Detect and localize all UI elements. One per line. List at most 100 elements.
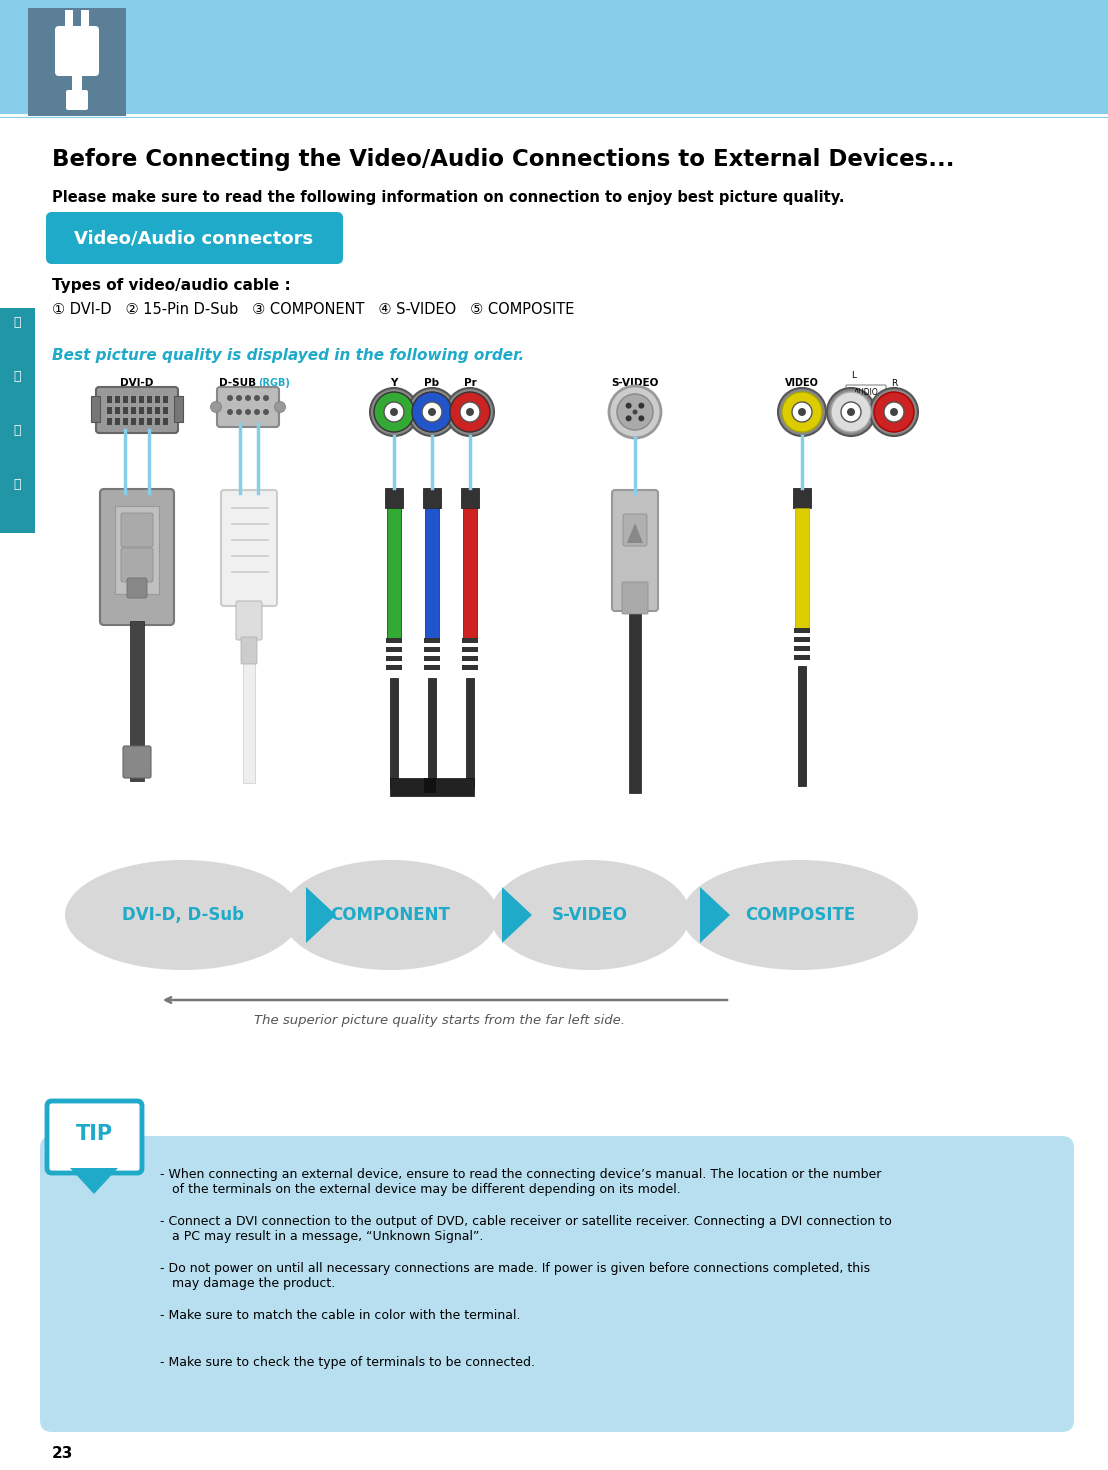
FancyBboxPatch shape <box>96 387 178 434</box>
Circle shape <box>412 392 452 432</box>
Bar <box>386 664 402 670</box>
Bar <box>428 678 437 788</box>
Circle shape <box>227 395 233 401</box>
Text: - Make sure to match the cable in color with the terminal.: - Make sure to match the cable in color … <box>160 1308 521 1322</box>
Text: 하: 하 <box>13 423 21 437</box>
Bar <box>796 509 809 628</box>
Text: Pr: Pr <box>463 378 476 388</box>
Circle shape <box>375 392 414 432</box>
FancyBboxPatch shape <box>40 1136 1074 1432</box>
Bar <box>115 506 160 594</box>
Bar <box>155 417 160 425</box>
Bar <box>130 620 144 781</box>
Circle shape <box>460 401 480 422</box>
Bar <box>28 7 126 116</box>
Circle shape <box>466 409 474 416</box>
Text: - When connecting an external device, ensure to read the connecting device’s man: - When connecting an external device, en… <box>160 1169 881 1180</box>
Text: 기: 기 <box>13 478 21 491</box>
Ellipse shape <box>65 860 301 970</box>
Bar <box>123 417 129 425</box>
Bar <box>107 395 112 403</box>
Polygon shape <box>502 886 532 942</box>
Circle shape <box>778 388 825 437</box>
Text: AUDIO: AUDIO <box>853 388 879 397</box>
Bar <box>163 417 168 425</box>
FancyBboxPatch shape <box>220 490 277 606</box>
Circle shape <box>626 403 632 409</box>
Text: Please make sure to read the following information on connection to enjoy best p: Please make sure to read the following i… <box>52 190 844 204</box>
FancyBboxPatch shape <box>236 601 261 639</box>
Circle shape <box>633 410 637 415</box>
Polygon shape <box>70 1169 117 1194</box>
FancyBboxPatch shape <box>847 385 886 398</box>
Bar <box>115 407 120 415</box>
Circle shape <box>211 401 222 413</box>
Bar <box>163 407 168 415</box>
Bar <box>423 488 441 509</box>
Circle shape <box>638 416 645 422</box>
Text: - Do not power on until all necessary connections are made. If power is given be: - Do not power on until all necessary co… <box>160 1263 870 1274</box>
Bar <box>390 778 474 795</box>
Bar <box>163 395 168 403</box>
Bar <box>138 395 144 403</box>
Bar <box>155 407 160 415</box>
Circle shape <box>638 403 645 409</box>
Bar <box>0 309 35 534</box>
Bar <box>138 417 144 425</box>
Bar <box>147 395 152 403</box>
Text: 23: 23 <box>52 1445 73 1461</box>
Bar <box>155 395 160 403</box>
Text: - Connect a DVI connection to the output of DVD, cable receiver or satellite rec: - Connect a DVI connection to the output… <box>160 1216 892 1227</box>
Bar <box>72 72 82 94</box>
Circle shape <box>390 409 398 416</box>
Circle shape <box>626 416 632 422</box>
Bar <box>147 417 152 425</box>
FancyBboxPatch shape <box>100 490 174 625</box>
FancyBboxPatch shape <box>121 548 153 582</box>
Bar <box>798 666 806 786</box>
Circle shape <box>841 401 861 422</box>
Text: L: L <box>851 370 856 381</box>
Text: COMPONENT: COMPONENT <box>330 906 450 925</box>
Bar <box>384 488 403 509</box>
Circle shape <box>890 409 897 416</box>
FancyBboxPatch shape <box>622 582 648 614</box>
Text: S-VIDEO: S-VIDEO <box>612 378 658 388</box>
Circle shape <box>792 401 812 422</box>
FancyBboxPatch shape <box>127 578 147 598</box>
Polygon shape <box>700 886 730 942</box>
Circle shape <box>263 409 269 415</box>
Circle shape <box>428 409 437 416</box>
Bar <box>424 656 440 662</box>
Circle shape <box>408 388 456 437</box>
Bar <box>386 638 402 642</box>
Circle shape <box>236 395 242 401</box>
Circle shape <box>798 409 806 416</box>
Bar <box>131 395 136 403</box>
Text: Best picture quality is displayed in the following order.: Best picture quality is displayed in the… <box>52 348 524 363</box>
Text: Pb: Pb <box>424 378 440 388</box>
Bar <box>466 678 474 788</box>
Bar <box>107 407 112 415</box>
FancyBboxPatch shape <box>242 637 257 664</box>
Circle shape <box>831 392 871 432</box>
Bar <box>386 656 402 662</box>
FancyBboxPatch shape <box>217 387 279 426</box>
Text: may damage the product.: may damage the product. <box>172 1277 336 1291</box>
Text: a PC may result in a message, “Unknown Signal”.: a PC may result in a message, “Unknown S… <box>172 1230 483 1244</box>
Bar <box>629 613 642 792</box>
Circle shape <box>874 392 914 432</box>
Circle shape <box>254 409 260 415</box>
Ellipse shape <box>683 860 919 970</box>
Bar <box>462 664 478 670</box>
Bar <box>794 656 810 660</box>
Text: TIP: TIP <box>75 1125 113 1144</box>
Ellipse shape <box>490 860 690 970</box>
Text: Types of video/audio cable :: Types of video/audio cable : <box>52 278 290 293</box>
Circle shape <box>422 401 442 422</box>
Circle shape <box>245 395 252 401</box>
Bar <box>147 407 152 415</box>
Bar <box>424 664 440 670</box>
FancyBboxPatch shape <box>612 490 658 612</box>
Text: COMPOSITE: COMPOSITE <box>745 906 855 925</box>
